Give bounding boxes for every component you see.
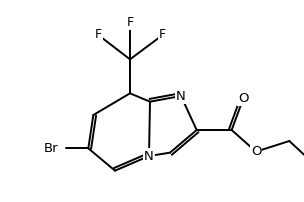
Text: Br: Br	[44, 142, 58, 155]
Text: O: O	[238, 92, 249, 105]
Text: F: F	[159, 28, 166, 41]
Text: O: O	[251, 145, 261, 158]
Text: F: F	[95, 28, 102, 41]
Text: N: N	[176, 89, 186, 102]
Text: N: N	[144, 149, 154, 162]
Text: F: F	[126, 16, 133, 29]
